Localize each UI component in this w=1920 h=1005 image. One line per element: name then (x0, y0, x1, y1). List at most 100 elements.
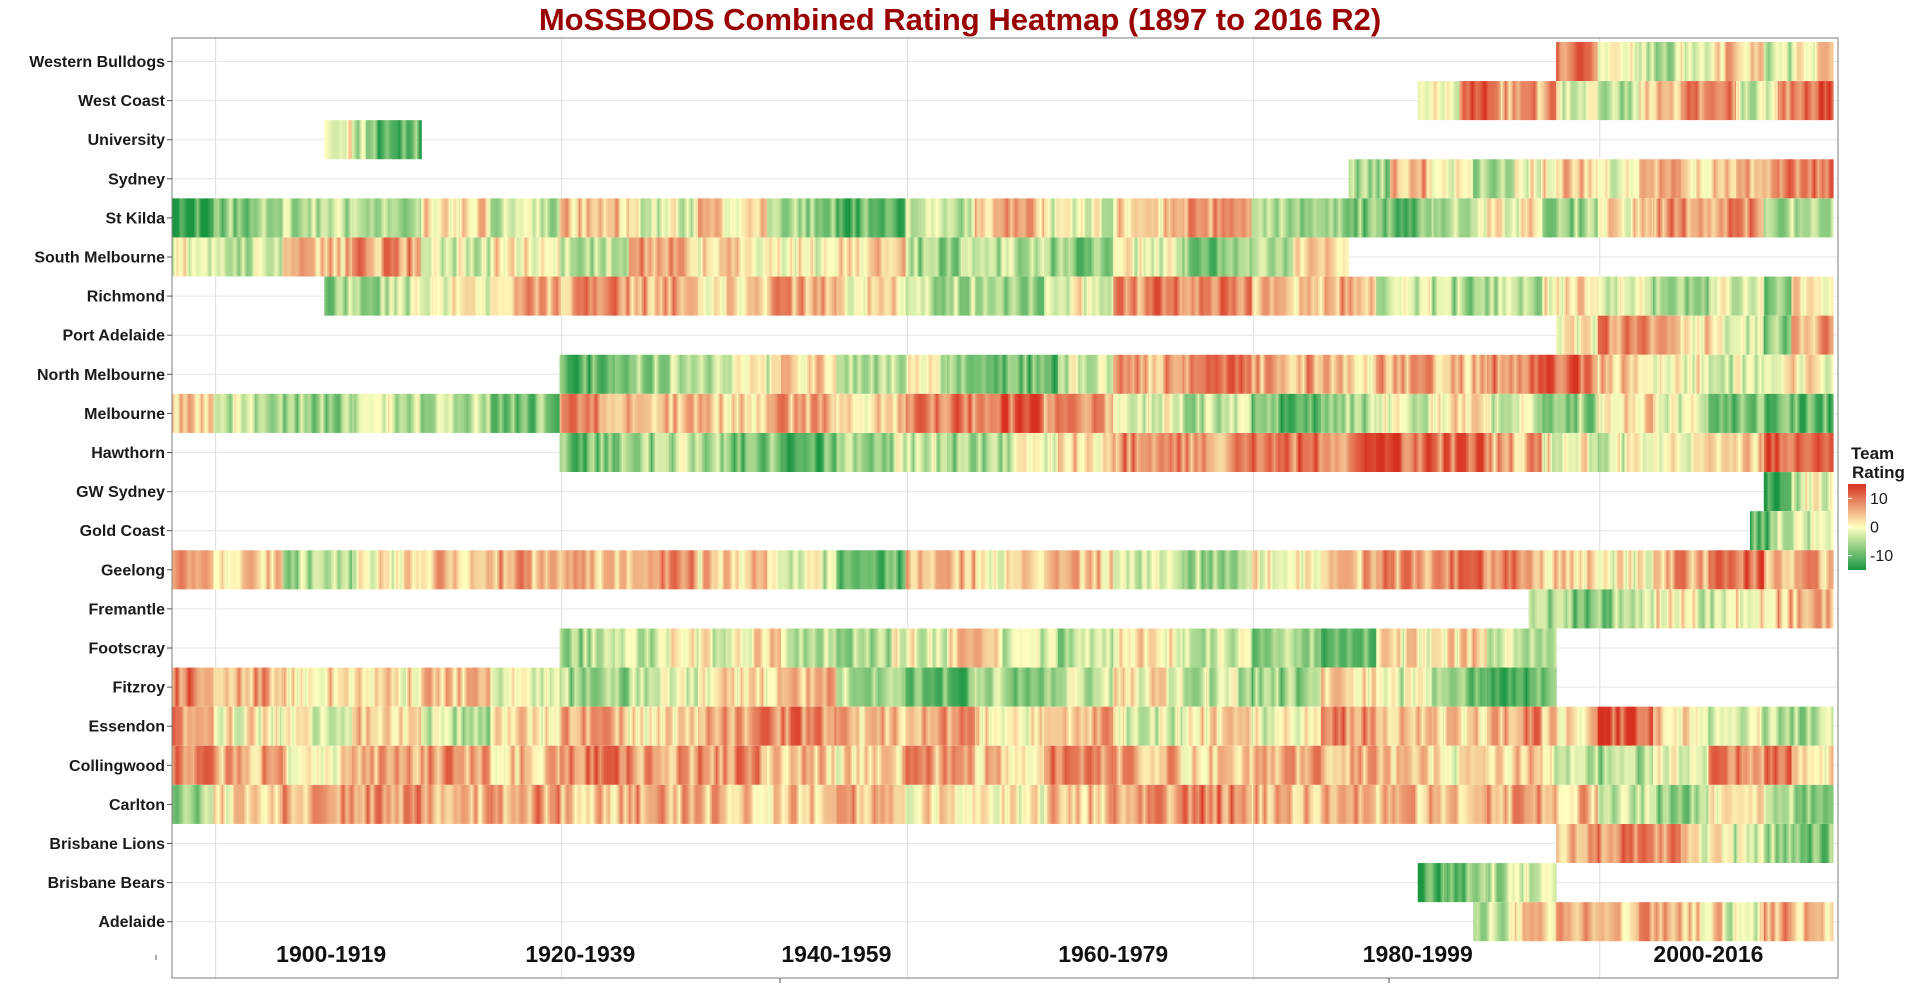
heat-tile (1623, 42, 1626, 81)
heat-tile (205, 198, 208, 238)
heat-tile (379, 237, 382, 277)
heat-tile (1809, 159, 1812, 199)
heat-tile (559, 276, 562, 316)
heat-tile (1805, 159, 1808, 199)
heat-tile (1111, 237, 1114, 277)
heat-tile (1374, 276, 1377, 316)
heat-tile (443, 237, 446, 277)
heat-tile (393, 237, 396, 277)
heat-tile (1712, 159, 1715, 199)
heat-tile (947, 354, 950, 394)
heat-tile (596, 354, 599, 394)
heat-tile (1571, 81, 1574, 121)
heat-tile (1006, 198, 1009, 238)
heat-tile (446, 198, 449, 238)
heat-tile (995, 237, 998, 277)
heat-tile (1593, 198, 1596, 238)
heat-tile (1756, 198, 1759, 238)
heat-tile (1798, 42, 1801, 81)
heat-tile (865, 237, 868, 277)
heat-tile (1107, 198, 1110, 238)
heat-tile (1154, 237, 1157, 277)
heat-tile (1592, 81, 1595, 121)
heat-tile (1621, 159, 1624, 199)
heat-tile (563, 354, 566, 394)
heat-tile (1612, 42, 1615, 81)
heat-tile (1071, 276, 1074, 316)
heat-tile (904, 354, 907, 394)
heat-tile (364, 120, 367, 160)
heat-tile (969, 237, 972, 277)
heat-tile (736, 354, 739, 394)
heat-tile (1622, 315, 1625, 355)
heat-tile (318, 198, 321, 238)
heat-tile (1074, 198, 1077, 238)
heat-tile (371, 276, 374, 316)
heat-tile (243, 198, 246, 238)
heat-tile (1570, 276, 1572, 316)
heat-tile (1020, 354, 1023, 394)
heat-tile (506, 276, 509, 316)
heat-tile (1248, 276, 1251, 316)
heat-tile (1050, 198, 1053, 238)
heat-tile (1156, 237, 1159, 277)
heat-tile (1326, 276, 1329, 316)
heat-tile (1091, 198, 1094, 238)
heat-tile (1545, 81, 1548, 121)
heat-tile (389, 120, 392, 160)
heat-tile (1770, 276, 1773, 316)
heat-tile (1419, 354, 1422, 394)
heat-tile (527, 237, 530, 277)
heat-tile (740, 198, 743, 238)
heat-tile (1312, 276, 1315, 316)
heat-tile (464, 276, 467, 316)
heat-tile (1241, 237, 1244, 277)
heat-tile (1331, 237, 1334, 277)
heat-tile (991, 237, 994, 277)
heat-tile (1745, 276, 1748, 316)
heat-tile (768, 276, 771, 316)
heat-tile (602, 276, 605, 316)
heat-tile (397, 120, 400, 160)
heat-tile (486, 237, 489, 277)
heat-tile (414, 237, 417, 277)
heat-tile (338, 276, 341, 316)
heat-tile (630, 198, 633, 238)
heat-tile (1516, 159, 1519, 199)
heat-tile (1337, 354, 1340, 394)
heat-tile (1496, 198, 1499, 238)
heat-tile (1446, 81, 1449, 121)
heat-tile (682, 354, 685, 394)
heat-tile (1066, 237, 1069, 277)
heat-tile (1134, 237, 1136, 277)
heat-tile (1194, 237, 1197, 277)
heat-tile (1525, 276, 1528, 316)
heat-tile (1651, 276, 1654, 316)
heat-tile (1021, 354, 1024, 394)
heat-tile (996, 276, 999, 316)
heat-tile (1276, 237, 1279, 277)
heat-tile (1783, 42, 1786, 81)
heat-tile (1686, 159, 1689, 199)
heat-tile (959, 237, 962, 277)
heat-tile (1816, 276, 1819, 316)
heat-tile (1257, 198, 1260, 238)
heat-tile (916, 354, 919, 394)
heat-tile (1464, 354, 1467, 394)
heat-tile (1585, 42, 1588, 81)
heat-tile (774, 198, 777, 238)
heat-tile (461, 276, 464, 316)
heat-tile (1628, 42, 1631, 81)
heat-tile (1024, 276, 1027, 316)
heat-tile (985, 237, 988, 277)
heat-tile (677, 354, 680, 394)
heat-tile (1657, 276, 1660, 316)
heat-tile (761, 198, 764, 238)
heat-tile (1316, 237, 1319, 277)
heat-tile (1801, 198, 1804, 238)
heat-tile (872, 237, 875, 277)
heat-tile (814, 276, 817, 316)
heat-tile (1309, 198, 1312, 238)
heat-tile (853, 198, 855, 238)
heat-tile (1648, 81, 1651, 121)
